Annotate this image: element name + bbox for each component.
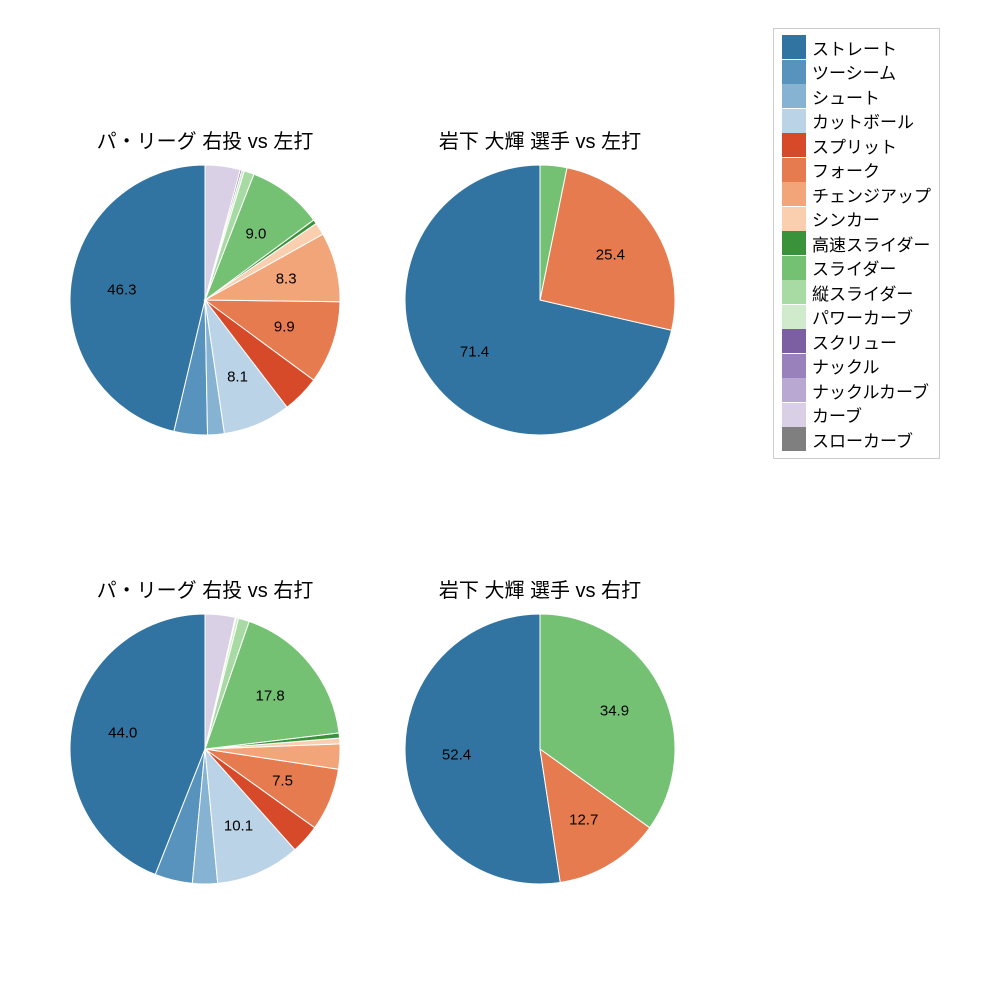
pie-value-label: 71.4	[460, 344, 489, 361]
legend-item-shoot: シュート	[782, 84, 931, 109]
legend-swatch-knuckle	[782, 354, 806, 378]
legend-swatch-screw	[782, 329, 806, 353]
legend-swatch-slow_curve	[782, 427, 806, 451]
pie-value-label: 9.9	[274, 318, 295, 335]
legend-label-slow_curve: スローカーブ	[812, 427, 913, 452]
legend-item-fork: フォーク	[782, 158, 931, 183]
legend-item-slider: スライダー	[782, 256, 931, 281]
pie-slice-straight	[405, 614, 560, 884]
pie-value-label: 44.0	[108, 725, 137, 742]
pie-value-label: 46.3	[107, 282, 136, 299]
pie-value-label: 17.8	[256, 688, 285, 705]
legend-swatch-fast_slider	[782, 231, 806, 255]
pie-value-label: 8.3	[276, 271, 297, 288]
legend-swatch-shoot	[782, 84, 806, 108]
legend-swatch-slider	[782, 256, 806, 280]
legend-label-screw: スクリュー	[812, 329, 897, 354]
chart-title-bottom-left: パ・リーグ 右投 vs 右打	[97, 574, 314, 603]
legend-label-cutball: カットボール	[812, 108, 914, 133]
legend-label-fast_slider: 高速スライダー	[812, 231, 930, 256]
legend-item-cutball: カットボール	[782, 109, 931, 134]
pie-svg	[70, 165, 340, 435]
legend-label-twoseam: ツーシーム	[812, 59, 896, 84]
pie-top-right: 71.4 25.4	[405, 165, 675, 435]
legend-label-straight: ストレート	[812, 35, 897, 60]
legend-swatch-curve	[782, 403, 806, 427]
pie-value-label: 7.5	[272, 772, 293, 789]
legend-label-sinker: シンカー	[812, 206, 880, 231]
legend-label-v_slider: 縦スライダー	[812, 280, 913, 305]
pie-top-left: 46.3 8.1 9.9 8.3 9.0	[70, 165, 340, 435]
legend-swatch-straight	[782, 35, 806, 59]
legend-swatch-twoseam	[782, 60, 806, 84]
legend-item-curve: カーブ	[782, 403, 931, 428]
legend-label-fork: フォーク	[812, 157, 880, 182]
legend-item-fast_slider: 高速スライダー	[782, 231, 931, 256]
pie-value-label: 52.4	[442, 747, 471, 764]
pie-value-label: 8.1	[227, 369, 248, 386]
legend-label-shoot: シュート	[812, 84, 880, 109]
legend-item-knuckle_curve: ナックルカーブ	[782, 378, 931, 403]
pie-value-label: 9.0	[245, 225, 266, 242]
legend-swatch-changeup	[782, 182, 806, 206]
legend-label-changeup: チェンジアップ	[812, 182, 931, 207]
legend-label-curve: カーブ	[812, 402, 862, 427]
legend-label-knuckle: ナックル	[812, 353, 880, 378]
figure: { "figure": { "width": 1000, "height": 1…	[0, 0, 1000, 1000]
pie-value-label: 10.1	[224, 817, 253, 834]
pie-svg	[70, 614, 340, 884]
legend-item-sinker: シンカー	[782, 207, 931, 232]
legend-item-split: スプリット	[782, 133, 931, 158]
legend-swatch-fork	[782, 158, 806, 182]
pie-bottom-left: 44.0 10.1 7.5 17.8	[70, 614, 340, 884]
legend-swatch-v_slider	[782, 280, 806, 304]
chart-title-top-left: パ・リーグ 右投 vs 左打	[97, 125, 314, 154]
legend-label-knuckle_curve: ナックルカーブ	[812, 378, 929, 403]
legend-item-screw: スクリュー	[782, 329, 931, 354]
legend-item-slow_curve: スローカーブ	[782, 427, 931, 452]
chart-title-bottom-right: 岩下 大輝 選手 vs 右打	[439, 574, 641, 603]
pie-value-label: 34.9	[600, 702, 629, 719]
legend-item-power_curve: パワーカーブ	[782, 305, 931, 330]
legend-swatch-sinker	[782, 207, 806, 231]
legend-item-changeup: チェンジアップ	[782, 182, 931, 207]
pie-value-label: 12.7	[569, 812, 598, 829]
legend-item-v_slider: 縦スライダー	[782, 280, 931, 305]
pie-svg	[405, 165, 675, 435]
legend-item-knuckle: ナックル	[782, 354, 931, 379]
legend-label-split: スプリット	[812, 133, 897, 158]
legend-label-slider: スライダー	[812, 255, 896, 280]
legend-swatch-power_curve	[782, 305, 806, 329]
pie-value-label: 25.4	[596, 246, 625, 263]
pie-bottom-right: 52.4 12.7 34.9	[405, 614, 675, 884]
legend: ストレートツーシームシュートカットボールスプリットフォークチェンジアップシンカー…	[773, 28, 940, 459]
chart-title-top-right: 岩下 大輝 選手 vs 左打	[439, 125, 641, 154]
legend-label-power_curve: パワーカーブ	[812, 304, 913, 329]
legend-item-twoseam: ツーシーム	[782, 60, 931, 85]
legend-swatch-cutball	[782, 109, 806, 133]
legend-swatch-knuckle_curve	[782, 378, 806, 402]
legend-swatch-split	[782, 133, 806, 157]
legend-item-straight: ストレート	[782, 35, 931, 60]
